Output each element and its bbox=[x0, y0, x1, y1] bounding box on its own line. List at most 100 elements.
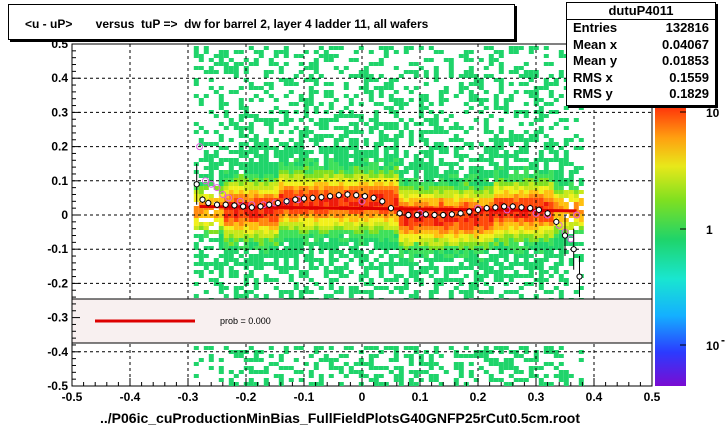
heat-cell bbox=[308, 266, 314, 270]
heat-cell bbox=[323, 274, 329, 278]
heat-cell bbox=[408, 198, 414, 202]
heat-cell bbox=[433, 246, 439, 250]
heat-cell bbox=[538, 250, 544, 254]
heat-cell bbox=[528, 198, 534, 202]
heat-cell bbox=[418, 282, 424, 286]
heat-cell bbox=[278, 290, 284, 294]
heat-cell bbox=[553, 254, 559, 258]
heat-cell bbox=[478, 250, 484, 254]
heat-cell bbox=[253, 258, 259, 262]
heat-cell bbox=[318, 102, 324, 106]
heat-cell bbox=[563, 142, 569, 146]
heat-cell bbox=[493, 222, 499, 226]
heat-cell bbox=[228, 158, 234, 162]
heat-cell bbox=[233, 226, 239, 230]
heat-cell bbox=[383, 250, 389, 254]
heat-cell bbox=[388, 98, 394, 102]
heat-cell bbox=[578, 214, 584, 218]
heat-cell bbox=[243, 154, 249, 158]
heat-cell bbox=[558, 162, 564, 166]
heat-cell bbox=[298, 142, 304, 146]
heat-cell bbox=[508, 382, 514, 386]
heat-cell bbox=[253, 234, 259, 238]
heat-cell bbox=[433, 198, 439, 202]
heat-cell bbox=[578, 178, 584, 182]
heat-cell bbox=[253, 166, 259, 170]
heat-cell bbox=[253, 262, 259, 266]
heat-cell bbox=[498, 362, 504, 366]
heat-cell bbox=[213, 186, 219, 190]
heat-cell bbox=[303, 234, 309, 238]
heat-cell bbox=[303, 154, 309, 158]
heat-cell bbox=[513, 270, 519, 274]
heat-cell bbox=[283, 214, 289, 218]
profile-black-point bbox=[576, 273, 583, 280]
heat-cell bbox=[473, 282, 479, 286]
heat-cell bbox=[538, 98, 544, 102]
heat-cell bbox=[553, 214, 559, 218]
heat-cell bbox=[523, 102, 529, 106]
y-tick-label: 0.2 bbox=[51, 140, 68, 154]
heat-cell bbox=[438, 178, 444, 182]
heat-cell bbox=[358, 234, 364, 238]
heat-cell bbox=[278, 254, 284, 258]
heat-cell bbox=[393, 142, 399, 146]
heat-cell bbox=[303, 286, 309, 290]
heat-cell bbox=[453, 270, 459, 274]
colorbar-label: 10 bbox=[706, 339, 720, 353]
heat-cell bbox=[208, 238, 214, 242]
heat-cell bbox=[318, 346, 324, 350]
heat-cell bbox=[578, 182, 584, 186]
heat-cell bbox=[323, 218, 329, 222]
heat-cell bbox=[433, 210, 439, 214]
heat-cell bbox=[358, 358, 364, 362]
heat-cell bbox=[363, 374, 369, 378]
y-tick-label: -0.2 bbox=[47, 276, 68, 290]
heat-cell bbox=[298, 234, 304, 238]
heat-cell bbox=[458, 262, 464, 266]
heat-cell bbox=[558, 254, 564, 258]
heat-cell bbox=[438, 174, 444, 178]
heat-cell bbox=[293, 250, 299, 254]
profile-black-point bbox=[448, 211, 455, 218]
heat-cell bbox=[358, 258, 364, 262]
heat-cell bbox=[428, 210, 434, 214]
heat-cell bbox=[198, 138, 204, 142]
heat-cell bbox=[468, 290, 474, 294]
heat-cell bbox=[533, 70, 539, 74]
heat-cell bbox=[328, 198, 334, 202]
heat-cell bbox=[388, 126, 394, 130]
heat-cell bbox=[353, 370, 359, 374]
heat-cell bbox=[548, 242, 554, 246]
heat-cell bbox=[328, 362, 334, 366]
heat-cell bbox=[438, 194, 444, 198]
heat-cell bbox=[408, 238, 414, 242]
heat-cell bbox=[468, 50, 474, 54]
heat-cell bbox=[408, 226, 414, 230]
heat-cell bbox=[433, 270, 439, 274]
heat-cell bbox=[388, 122, 394, 126]
heat-cell bbox=[458, 198, 464, 202]
heat-cell bbox=[223, 54, 229, 58]
x-tick-label: -0.1 bbox=[294, 390, 315, 404]
heat-cell bbox=[553, 354, 559, 358]
heat-cell bbox=[438, 382, 444, 386]
heat-cell bbox=[513, 378, 519, 382]
heat-cell bbox=[488, 286, 494, 290]
heat-cell bbox=[468, 186, 474, 190]
heat-cell bbox=[568, 182, 574, 186]
heat-cell bbox=[568, 162, 574, 166]
heat-cell bbox=[428, 58, 434, 62]
heat-cell bbox=[553, 150, 559, 154]
heat-cell bbox=[473, 166, 479, 170]
heat-cell bbox=[318, 190, 324, 194]
heat-cell bbox=[283, 142, 289, 146]
heat-cell bbox=[433, 170, 439, 174]
heat-cell bbox=[253, 222, 259, 226]
heat-cell bbox=[523, 130, 529, 134]
heat-cell bbox=[323, 358, 329, 362]
heat-cell bbox=[223, 50, 229, 54]
heat-cell bbox=[408, 234, 414, 238]
heat-cell bbox=[208, 354, 214, 358]
